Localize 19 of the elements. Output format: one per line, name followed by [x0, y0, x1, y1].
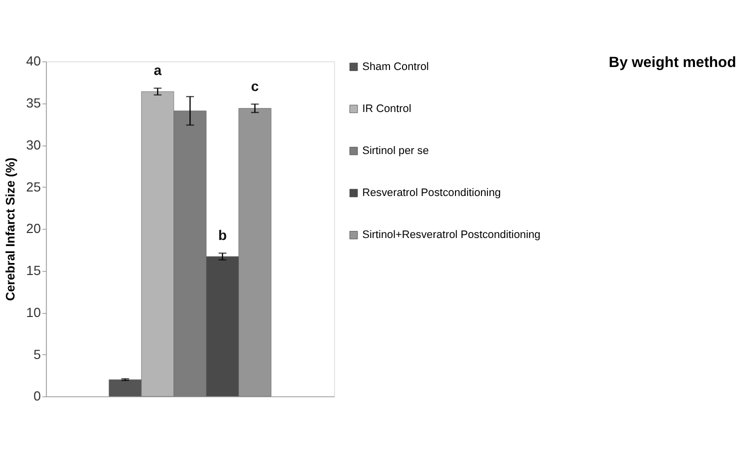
legend-label: Sirtinol+Resveratrol Postconditioning: [362, 229, 540, 242]
legend-label: Resveratrol Postconditioning: [362, 187, 501, 200]
y-tick-label: 10: [26, 304, 41, 320]
y-tick-label: 0: [34, 388, 41, 404]
legend-label: Sirtinol per se: [362, 145, 429, 158]
y-tick-label: 40: [26, 54, 41, 69]
y-tick-label: 35: [26, 96, 41, 111]
text: By weight method: [608, 54, 736, 71]
data-label: c: [251, 78, 260, 94]
data-label: b: [218, 226, 227, 243]
legend-label: IR Control: [362, 103, 412, 116]
y-tick-label: 20: [26, 221, 41, 236]
y-tick-label: 30: [26, 137, 41, 152]
y-tick-label: 15: [26, 263, 41, 278]
legend-label: Sham Control: [362, 60, 429, 73]
data-label: a: [154, 62, 162, 78]
y-tick-label: 25: [26, 179, 41, 194]
y-axis-title: Cerebral Infarct Size (%): [3, 158, 18, 301]
y-tick-label: 5: [34, 346, 41, 362]
